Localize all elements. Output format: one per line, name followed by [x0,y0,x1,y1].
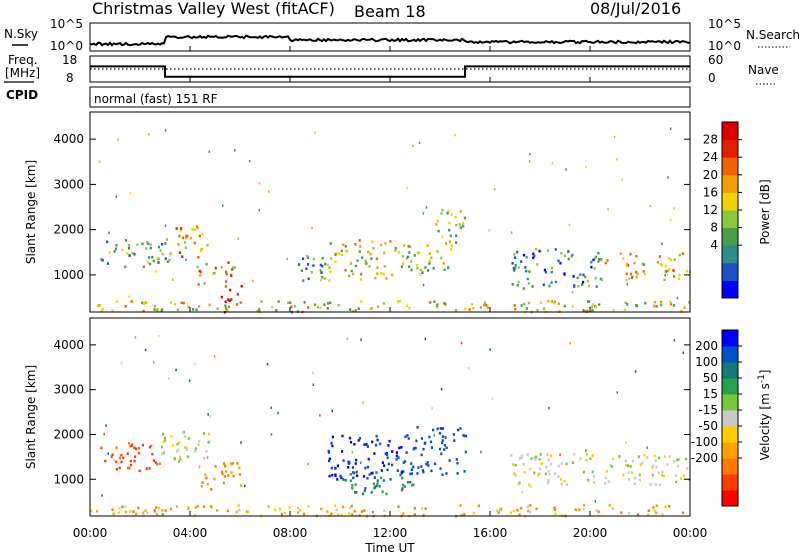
nsky-label: N.Sky [4,27,38,41]
time-tick-label: 12:00 [373,526,408,540]
nsearch-tick-top: 10^5 [708,17,741,31]
colorbar-tick-label: 28 [703,133,718,147]
colorbar-swatch [722,442,738,459]
range-tick-label: 1000 [53,472,84,486]
colorbar-tick-label: 16 [703,185,718,199]
colorbar-swatch [722,174,738,193]
nsky-series [89,34,690,47]
colorbar-swatch [722,192,738,211]
colorbar-swatch [722,245,738,264]
freq-label-line2: [MHz] [5,66,40,80]
power-colorbar-label: Power [dB] [758,179,772,244]
colorbar-swatch [722,410,738,427]
time-tick-label: 00:00 [673,526,708,540]
nave-label: Nave [748,63,779,77]
colorbar-swatch [722,378,738,395]
time-tick-label: 00:00 [73,526,108,540]
colorbar-swatch [722,394,738,411]
colorbar-swatch [722,122,738,141]
colorbar-swatch [722,330,738,347]
colorbar-tick-label: -100 [691,435,718,449]
freq-tick-top: 18 [62,53,77,67]
colorbar-tick-label: 20 [703,168,718,182]
colorbar-swatch [722,157,738,176]
colorbar-swatch [722,139,738,158]
colorbar-tick-label: 8 [710,221,718,235]
colorbar-swatch [722,227,738,246]
velocity-ylabel: Slant Range [km] [24,365,38,469]
colorbar-tick-label: 12 [703,203,718,217]
xlabel: Time UT [364,541,415,554]
nave-tick-bottom: 0 [708,71,716,85]
colorbar-swatch [722,262,738,281]
freq-label-line1: Freq. [8,53,38,67]
time-tick-label: 16:00 [473,526,508,540]
nsky-tick-bottom: 10^0 [50,39,83,53]
frequency-series [90,65,690,78]
colorbar-tick-label: 50 [703,371,718,385]
velocity-colorbar: 200 100 50 15 -15 -50 -100 -200 [691,329,742,507]
colorbar-swatch [722,210,738,229]
time-tick-label: 08:00 [273,526,308,540]
colorbar-swatch [722,458,738,475]
colorbar-tick-label: 15 [703,387,718,401]
range-tick-label: 1000 [53,268,84,282]
power-colorbar: 28 24 20 16 12 8 4 [703,121,742,299]
colorbar-swatch [722,362,738,379]
colorbar-tick-label: -200 [691,451,718,465]
power-panel: 4000 3000 2000 1000 [53,111,691,314]
time-tick-label: 20:00 [573,526,608,540]
power-data-field [97,127,691,314]
time-tick-label: 04:00 [173,526,208,540]
colorbar-tick-label: -15 [698,403,718,417]
colorbar-swatch [722,346,738,363]
range-tick-label: 2000 [53,223,84,237]
nsearch-tick-bottom: 10^0 [708,39,741,53]
date-title: 08/Jul/2016 [590,0,681,18]
cpid-panel [89,86,691,108]
colorbar-tick-label: 24 [703,150,718,164]
velocity-colorbar-label: Velocity [m s-1] [757,370,772,461]
range-tick-label: 4000 [53,338,84,352]
colorbar-swatch [722,280,738,299]
colorbar-swatch [722,426,738,443]
range-tick-label: 4000 [53,132,84,146]
time-axis: 00:00 04:00 08:00 12:00 16:00 20:00 00:00 [73,46,708,540]
range-tick-label: 2000 [53,427,84,441]
freq-tick-bottom: 8 [66,71,74,85]
nsearch-label: N.Search [746,28,800,42]
nsky-tick-top: 10^5 [50,17,83,31]
colorbar-swatch [722,490,738,507]
cpid-label: CPID [6,88,38,102]
colorbar-tick-label: 200 [695,339,718,353]
colorbar-tick-label: 4 [710,238,718,252]
range-tick-label: 3000 [53,383,84,397]
nsky-panel: N.Sky 10^5 10^0 10^5 10^0 N.Search [4,17,800,53]
beam-title: Beam 18 [354,2,426,21]
station-title: Christmas Valley West (fitACF) [92,0,335,18]
colorbar-tick-label: 100 [695,355,718,369]
velocity-panel: 4000 3000 2000 1000 [53,317,691,518]
nave-tick-top: 60 [708,53,723,67]
cpid-text: normal (fast) 151 RF [94,92,218,106]
power-ylabel: Slant Range [km] [24,160,38,264]
colorbar-tick-label: -50 [698,419,718,433]
range-tick-label: 3000 [53,177,84,191]
colorbar-swatch [722,474,738,491]
